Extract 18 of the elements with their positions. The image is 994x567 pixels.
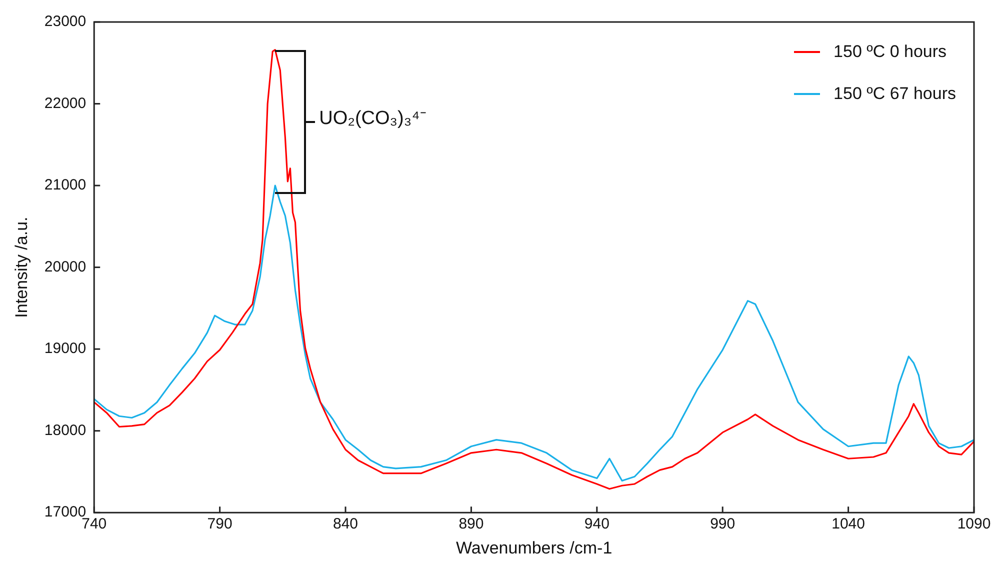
y-tick-label: 18000 bbox=[44, 422, 86, 439]
legend-label: 150 ºC 67 hours bbox=[834, 84, 956, 104]
y-tick-label: 21000 bbox=[44, 176, 86, 194]
x-tick-label: 990 bbox=[710, 516, 736, 533]
x-tick-label: 790 bbox=[207, 516, 232, 533]
legend-label: 150 ºC 0 hours bbox=[834, 42, 947, 62]
y-tick-label: 22000 bbox=[44, 94, 86, 112]
y-axis-title: Intensity /a.u. bbox=[12, 216, 31, 318]
y-tick-label: 23000 bbox=[44, 13, 86, 30]
x-tick-label: 840 bbox=[332, 516, 358, 533]
x-tick-label: 1090 bbox=[957, 516, 991, 533]
x-tick-label: 1040 bbox=[832, 516, 865, 533]
x-axis-title: Wavenumbers /cm-1 bbox=[456, 538, 612, 558]
y-tick-label: 20000 bbox=[44, 258, 86, 276]
y-tick-label: 19000 bbox=[44, 340, 86, 358]
annotation: UO₂(CO₃)₃⁴⁻ bbox=[319, 106, 426, 130]
x-tick-label: 940 bbox=[584, 516, 610, 533]
x-tick-label: 890 bbox=[458, 516, 484, 533]
